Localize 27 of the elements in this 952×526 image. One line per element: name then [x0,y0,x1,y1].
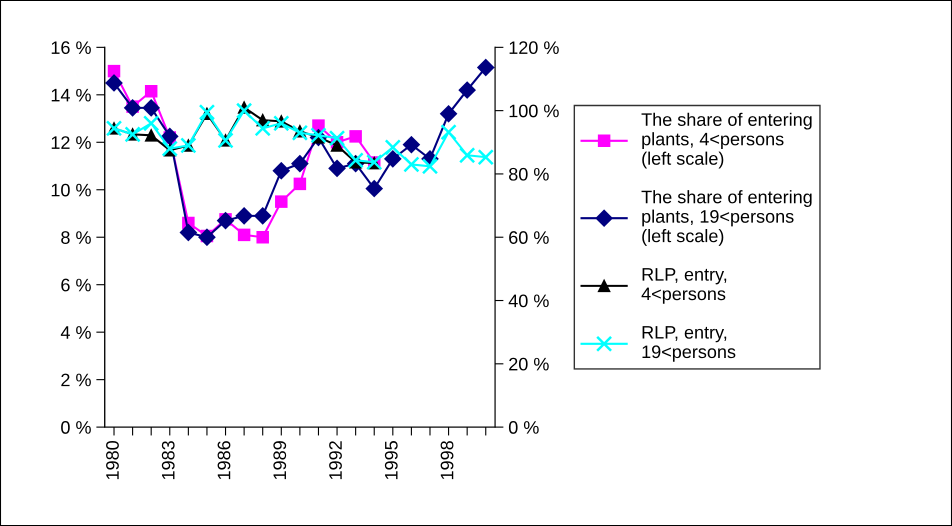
y2-tick-label: 40 % [508,294,549,308]
y-tick-label: 4 % [60,326,91,339]
y-tick-label: 6 % [61,278,91,292]
y2-tick-label: 80 % [509,168,549,181]
legend-label: RLP, entry, 19<persons [642,326,736,362]
x-tick-label: 1983 [162,441,175,480]
legend-label: RLP, entry, 4<persons [642,268,726,304]
y2-tick-label: 120 % [510,41,559,54]
y-tick-label: 2 % [61,374,91,386]
x-tick-label: 1989 [273,441,286,480]
y-tick-label: 10 % [52,184,91,196]
y-tick-label: 0 % [61,421,91,434]
x-tick-label: 1992 [329,441,342,480]
x-tick-label: 1995 [384,441,398,480]
x-tick-label: 1998 [440,441,454,480]
y-tick-label: 14 % [52,88,91,102]
y2-tick-label: 0 % [508,421,539,434]
y-tick-label: 16 % [52,41,91,54]
legend-label: The share of entering plants, 4<persons (left scale) [642,112,812,168]
x-tick-label: 1986 [218,441,230,480]
y2-tick-label: 60 % [509,231,549,244]
y-tick-label: 8 % [61,231,91,244]
x-tick-label: 1980 [106,441,119,480]
y-tick-label: 12 % [52,136,91,149]
legend-label: The share of entering plants, 19<persons (left scale) [642,190,812,246]
y2-tick-label: 100 % [510,104,559,118]
y2-tick-label: 20 % [509,358,549,371]
